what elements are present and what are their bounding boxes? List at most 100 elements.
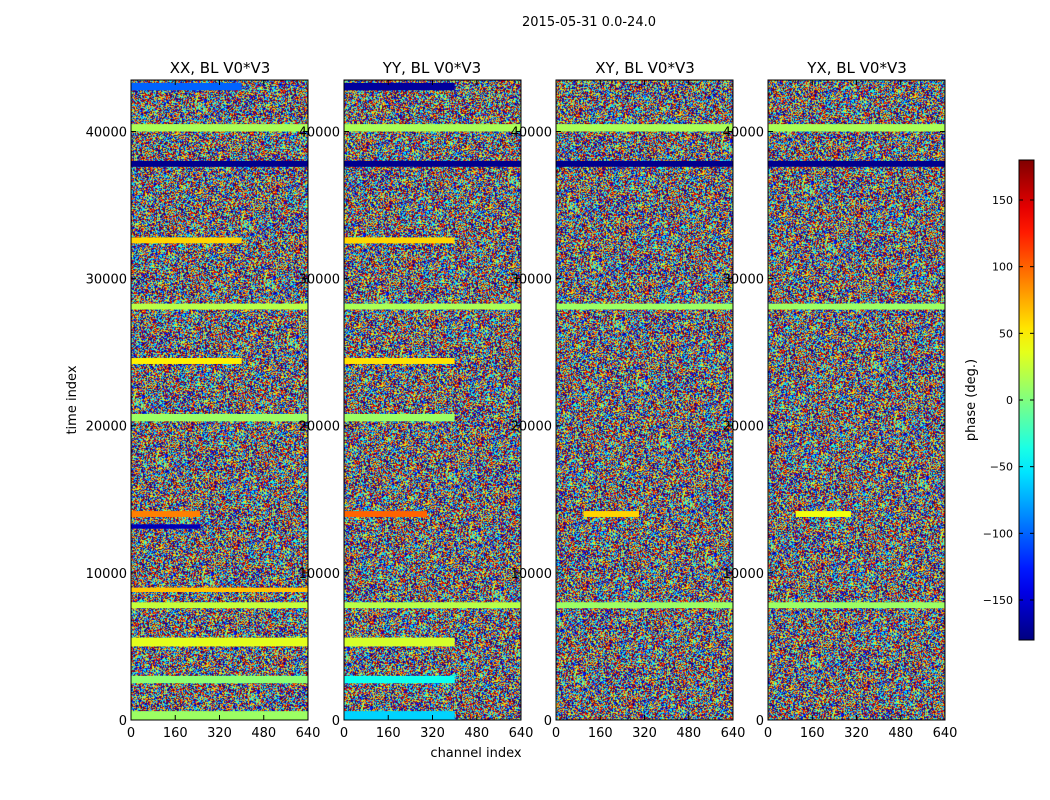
phase-band <box>344 413 455 422</box>
phase-band <box>131 675 308 684</box>
x-tick-label: 480 <box>676 726 701 741</box>
colorbar-tick-label: 100 <box>992 261 1013 274</box>
phase-band <box>344 602 521 609</box>
x-axis-label: channel index <box>430 746 521 761</box>
phase-band <box>344 82 455 91</box>
phase-band <box>344 358 455 364</box>
panel-yx: YX, BL V0*V3 0 160 320 480 640 0 10000 20000 300… <box>723 59 958 741</box>
panel-xy: XY, BL V0*V3 0 160 320 480 640 0 10000 20000 300… <box>511 59 746 741</box>
heatmap-image <box>556 80 733 720</box>
colorbar-tick-label: −100 <box>983 527 1013 540</box>
y-tick-label: 10000 <box>299 567 340 582</box>
phase-band <box>131 524 201 529</box>
y-tick-label: 30000 <box>723 273 764 288</box>
x-tick-label: 160 <box>588 726 613 741</box>
phase-band <box>556 303 733 310</box>
y-tick-label: 20000 <box>511 420 552 435</box>
colorbar-label: phase (deg.) <box>964 359 979 441</box>
colorbar-tick-label: −50 <box>990 461 1013 474</box>
y-tick-label: 40000 <box>723 125 764 140</box>
panel-title: YY, BL V0*V3 <box>382 59 481 77</box>
y-tick-label: 0 <box>544 714 552 729</box>
phase-band <box>131 303 308 310</box>
y-tick-label: 20000 <box>723 420 764 435</box>
y-tick-label: 40000 <box>299 125 340 140</box>
phase-band <box>768 303 945 310</box>
x-tick-label: 480 <box>888 726 913 741</box>
y-tick-label: 10000 <box>511 567 552 582</box>
phase-band <box>344 675 455 684</box>
panel-title: XX, BL V0*V3 <box>170 59 271 77</box>
phase-band <box>131 637 308 647</box>
phase-band <box>131 587 308 592</box>
x-tick-label: 320 <box>632 726 657 741</box>
y-tick-label: 0 <box>119 714 127 729</box>
panel-title: XY, BL V0*V3 <box>595 59 695 77</box>
colorbar-tick-label: 0 <box>1006 394 1013 407</box>
x-tick-label: 640 <box>296 726 321 741</box>
x-tick-label: 320 <box>207 726 232 741</box>
colorbar-tick-label: 50 <box>999 327 1013 340</box>
phase-band <box>556 160 733 167</box>
x-tick-label: 0 <box>340 726 348 741</box>
figure-suptitle: 2015-05-31 0.0-24.0 <box>522 15 656 30</box>
phase-band <box>795 511 851 517</box>
phase-band <box>344 160 521 167</box>
y-tick-label: 10000 <box>723 567 764 582</box>
x-tick-label: 0 <box>552 726 560 741</box>
phase-band <box>344 303 521 310</box>
x-tick-label: 640 <box>509 726 534 741</box>
x-tick-label: 160 <box>163 726 188 741</box>
y-tick-label: 40000 <box>511 125 552 140</box>
y-tick-label: 0 <box>332 714 340 729</box>
phase-band <box>344 711 455 720</box>
x-tick-label: 0 <box>764 726 772 741</box>
phase-band <box>131 413 308 422</box>
y-tick-label: 30000 <box>511 273 552 288</box>
y-tick-label: 30000 <box>86 273 127 288</box>
y-tick-label: 0 <box>756 714 764 729</box>
colorbar: −150 −100 −50 0 50 100 150 <box>983 159 1035 641</box>
phase-band <box>344 237 455 244</box>
panel-xx: XX, BL V0*V3 0 160 320 480 640 0 10000 20000 300… <box>86 59 321 741</box>
phase-band <box>768 602 945 609</box>
x-tick-label: 480 <box>251 726 276 741</box>
colorbar-tick-label: 150 <box>992 194 1013 207</box>
phase-band <box>131 82 242 91</box>
phase-band <box>556 602 733 609</box>
x-tick-label: 160 <box>800 726 825 741</box>
colorbar-tick-label: −150 <box>983 594 1013 607</box>
x-tick-label: 640 <box>933 726 958 741</box>
phase-band <box>131 358 242 364</box>
phase-band <box>768 160 945 167</box>
heatmap-image <box>131 80 308 720</box>
phase-band <box>131 602 308 609</box>
y-tick-label: 20000 <box>299 420 340 435</box>
phase-band <box>556 124 733 132</box>
x-tick-label: 480 <box>464 726 489 741</box>
phase-band <box>768 124 945 132</box>
phase-band <box>131 124 308 132</box>
x-tick-label: 320 <box>420 726 445 741</box>
phase-band <box>583 511 639 517</box>
phase-band <box>131 511 201 517</box>
y-tick-label: 30000 <box>299 273 340 288</box>
y-axis-label: time index <box>65 365 80 434</box>
phase-band <box>344 637 455 647</box>
x-tick-label: 0 <box>127 726 135 741</box>
y-tick-label: 10000 <box>86 567 127 582</box>
y-tick-label: 40000 <box>86 125 127 140</box>
x-tick-label: 320 <box>844 726 869 741</box>
panel-yy: YY, BL V0*V3 0 160 320 480 640 0 10000 20000 300… <box>299 59 534 741</box>
phase-band <box>131 237 242 244</box>
panel-title: YX, BL V0*V3 <box>806 59 907 77</box>
phase-band <box>344 124 521 132</box>
phase-band <box>344 511 427 517</box>
phase-band <box>131 160 308 167</box>
x-tick-label: 160 <box>376 726 401 741</box>
x-tick-label: 640 <box>721 726 746 741</box>
y-tick-label: 20000 <box>86 420 127 435</box>
heatmap-image <box>768 80 945 720</box>
heatmap-image <box>344 80 521 720</box>
